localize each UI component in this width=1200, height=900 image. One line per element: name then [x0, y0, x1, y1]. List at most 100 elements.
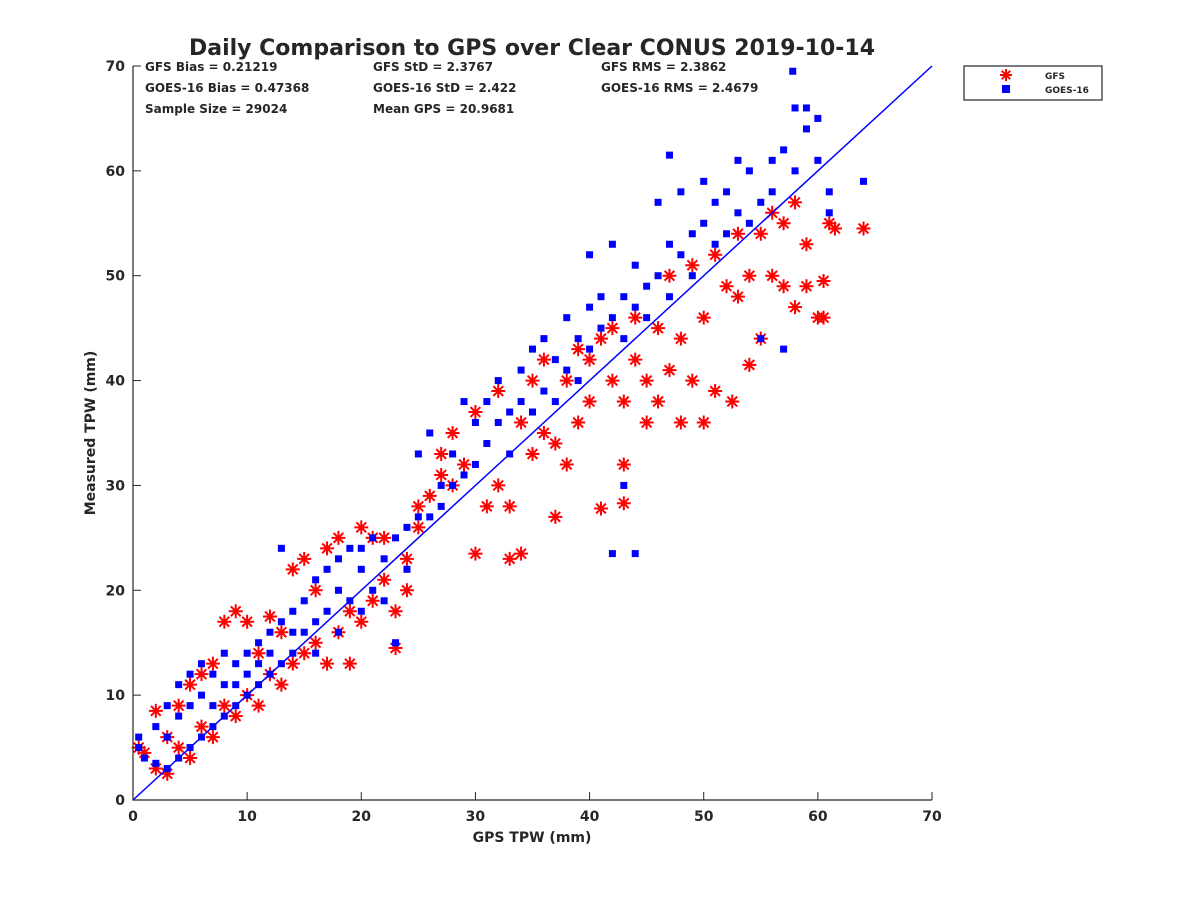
goes16-point [380, 597, 388, 605]
goes16-point [620, 293, 628, 301]
y-tick-label: 30 [106, 478, 126, 494]
goes16-point [449, 481, 457, 489]
gfs-point [251, 698, 266, 713]
goes16-point [677, 251, 685, 259]
x-tick-label: 0 [128, 809, 138, 825]
x-tick-label: 20 [352, 809, 372, 825]
x-tick-label: 30 [466, 809, 486, 825]
gfs-point [262, 609, 277, 624]
goes16-point [494, 377, 502, 385]
goes16-point [135, 733, 143, 741]
goes16-point [312, 618, 320, 626]
goes16-point [437, 481, 445, 489]
gfs-point [651, 394, 666, 409]
gfs-point [639, 373, 654, 388]
gfs-point [228, 709, 243, 724]
x-tick-label: 60 [808, 809, 828, 825]
gfs-point [673, 415, 688, 430]
goes16-point [426, 513, 434, 521]
gfs-point [548, 436, 563, 451]
stats-block: GFS Bias = 0.21219 GFS StD = 2.3767 GFS RM… [145, 60, 758, 116]
goes16-point [597, 293, 605, 301]
goes16-point [209, 670, 217, 678]
gfs-point [776, 216, 791, 231]
goes16-point [791, 104, 799, 112]
gfs-point [1000, 69, 1012, 81]
gfs-point [194, 719, 209, 734]
goes16-point [665, 293, 673, 301]
goes16-point [529, 408, 536, 416]
goes16-point [734, 209, 742, 217]
goes16-point [243, 649, 251, 657]
gfs-point [479, 499, 494, 514]
gfs-point [628, 310, 643, 325]
goes16-point [814, 156, 822, 164]
goes16-point [369, 586, 377, 594]
gfs-point [502, 551, 517, 566]
gfs-point [788, 195, 803, 210]
goes16-point [266, 649, 274, 657]
goes16-point [140, 754, 148, 762]
gfs-point [571, 342, 586, 357]
gfs-point [171, 698, 186, 713]
goes16-point [392, 639, 400, 647]
y-tick-label: 0 [115, 793, 125, 809]
gfs-point [559, 373, 574, 388]
goes16-point [357, 544, 365, 552]
series-goes-16 [135, 67, 868, 773]
gfs-point [422, 488, 437, 503]
gfs-point [354, 520, 369, 535]
gfs-point [662, 268, 677, 283]
goes16-point [346, 544, 354, 552]
goes16-point [232, 681, 240, 689]
goes16-point [197, 660, 205, 668]
legend-label: GOES-16 [1045, 86, 1089, 96]
y-axis-label: Measured TPW (mm) [83, 351, 99, 516]
gfs-point [434, 446, 449, 461]
legend[interactable]: GFS GOES-16 [963, 65, 1103, 101]
gfs-point [536, 426, 551, 440]
goes16-point [209, 702, 217, 710]
goes16-point [608, 550, 616, 558]
goes16-point [334, 628, 342, 636]
x-axis-label: GPS TPW (mm) [473, 830, 592, 846]
gfs-point [445, 426, 460, 440]
legend-label: GFS [1045, 72, 1065, 82]
goes16-point [483, 439, 491, 447]
goes16-point [289, 628, 297, 636]
gfs-point [548, 509, 563, 524]
gfs-point [342, 604, 357, 619]
gfs-point [525, 446, 540, 461]
gfs-point [411, 499, 426, 514]
gfs-point [605, 321, 620, 336]
goes16-point [643, 282, 651, 290]
goes16-point [471, 419, 479, 427]
gfs-point [331, 530, 346, 545]
gfs-point [822, 216, 837, 231]
goes16-point [597, 324, 605, 332]
goes16-point [757, 198, 765, 206]
goes16-point [414, 513, 422, 521]
gfs-point [297, 646, 312, 661]
goes16-point [551, 356, 559, 364]
goes16-point [734, 156, 742, 164]
gfs-point [559, 457, 574, 472]
goes16-point [300, 628, 308, 636]
gfs-point [251, 646, 266, 661]
goes16-point [574, 377, 582, 385]
goes16-point [135, 744, 143, 752]
gfs-point [388, 604, 403, 619]
goes16-point [403, 565, 411, 573]
gfs-point [194, 667, 209, 682]
goes16-point [220, 649, 228, 657]
goes16-point [529, 345, 536, 353]
gfs-point [856, 221, 871, 236]
gfs-point [662, 363, 677, 378]
gfs-point [377, 572, 392, 587]
gfs-point [742, 357, 757, 372]
gfs-point [730, 226, 745, 241]
data-points [131, 67, 871, 781]
legend-box [963, 65, 1103, 101]
goes16-point [745, 219, 753, 227]
